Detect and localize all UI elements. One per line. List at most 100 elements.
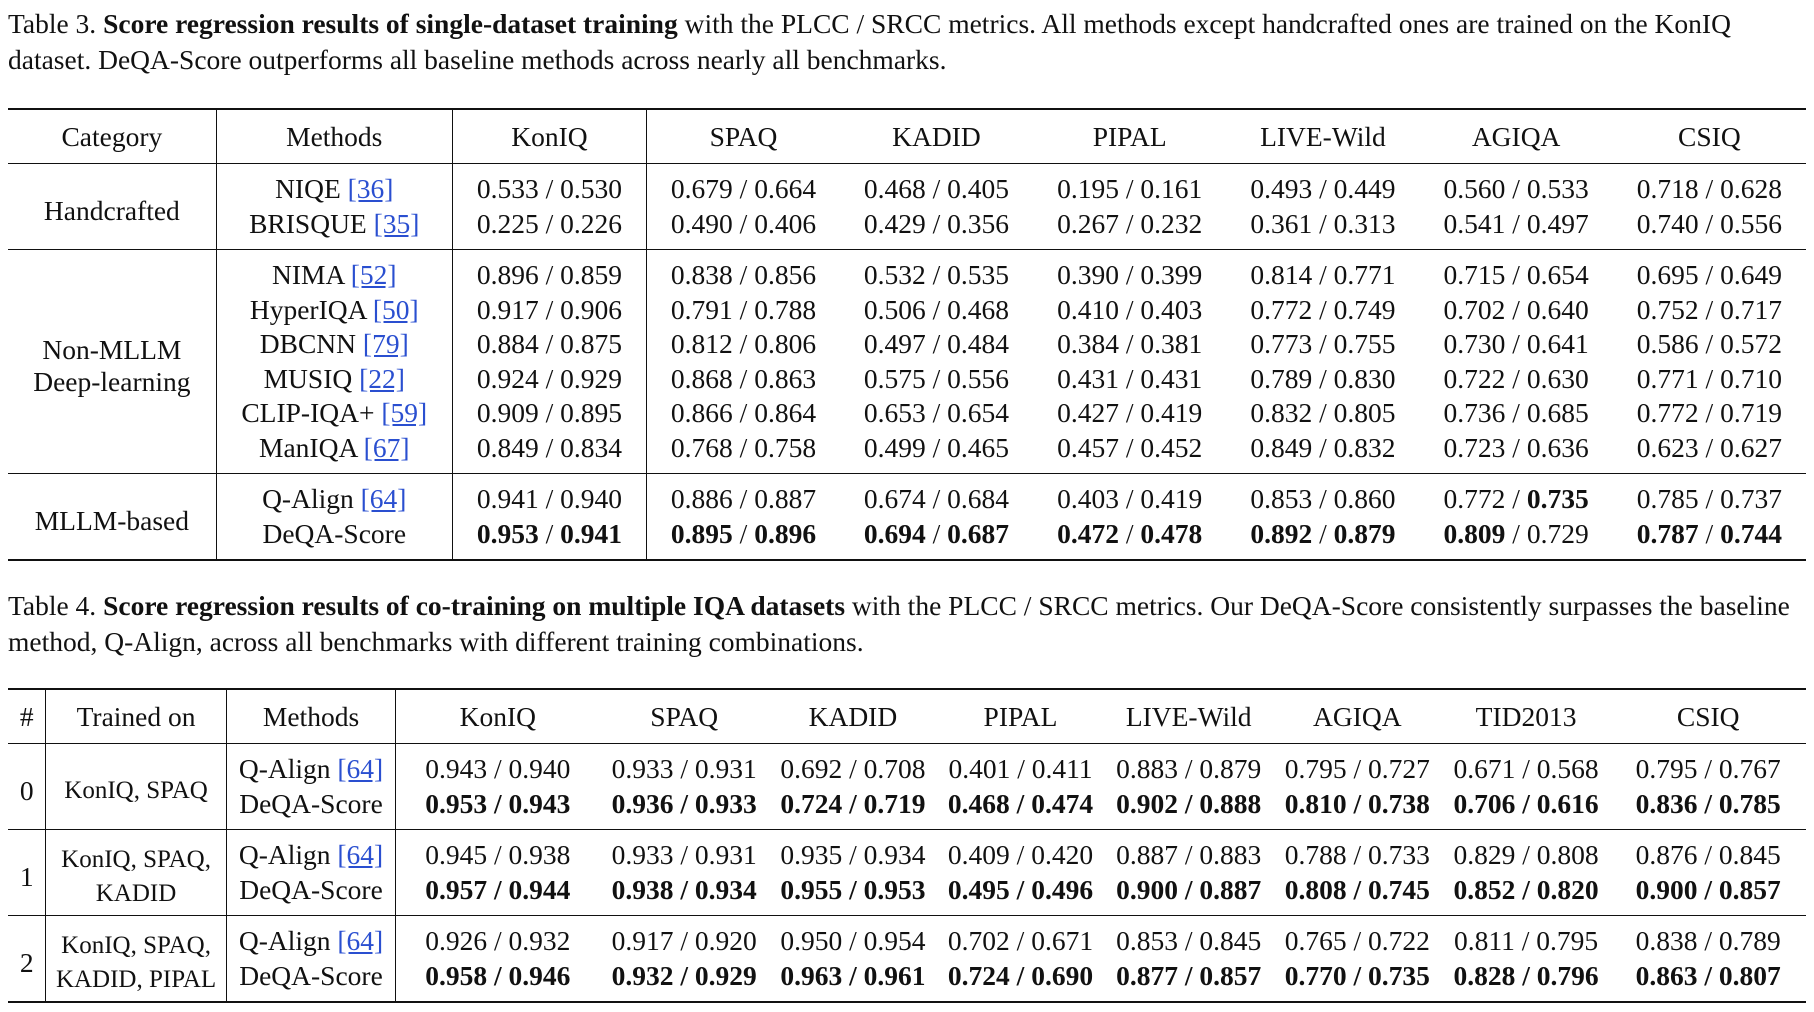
method-cell: BRISQUE [35]	[216, 206, 453, 250]
score-cell: 0.795 / 0.727	[1284, 753, 1430, 785]
citation-link[interactable]: [64]	[337, 753, 384, 785]
score-cell: 0.771 / 0.710	[1636, 362, 1782, 394]
table-row: 2 KonIQ, SPAQ, KADID, PIPAL Q-Align [64] 0.9…	[8, 915, 1806, 1002]
srcc-value: 0.420	[1031, 839, 1094, 871]
score-cell: 0.410 / 0.403	[1057, 293, 1203, 325]
srcc-value: 0.832	[1333, 431, 1396, 463]
srcc-value: 0.931	[694, 753, 757, 785]
plcc-value: 0.267	[1057, 207, 1119, 239]
method-cell: DeQA-Score	[226, 958, 397, 1002]
plcc-value: 0.497	[863, 328, 926, 360]
score-cell: 0.468 / 0.474	[947, 787, 1094, 819]
srcc-value: 0.381	[1140, 328, 1203, 360]
score-cell: 0.674 / 0.684	[863, 483, 1010, 515]
plcc-value: 0.499	[863, 431, 926, 463]
srcc-value: 0.685	[1526, 397, 1589, 429]
score-cell: 0.892 / 0.879	[1250, 517, 1396, 549]
score-cell: 0.868 / 0.863	[670, 362, 817, 394]
srcc-value: 0.356	[947, 207, 1010, 239]
method-cell: HyperIQA [50]	[216, 292, 453, 327]
citation-link[interactable]: [59]	[381, 397, 428, 429]
srcc-value: 0.932	[508, 925, 571, 957]
score-cell: 0.945 / 0.938	[425, 839, 571, 871]
plcc-value: 0.706	[1453, 787, 1516, 819]
score-cell: 0.917 / 0.906	[452, 292, 648, 327]
citation-link[interactable]: [35]	[373, 207, 420, 239]
plcc-value: 0.932	[611, 959, 674, 991]
plcc-value: 0.935	[780, 839, 843, 871]
plcc-value: 0.789	[1250, 362, 1313, 394]
plcc-value: 0.401	[948, 753, 1011, 785]
score-cell: 0.499 / 0.465	[863, 431, 1010, 463]
score-cell: 0.724 / 0.719	[780, 787, 926, 819]
citation-link[interactable]: [64]	[337, 839, 384, 871]
table4-header-row: # Trained on Methods KonIQ SPAQ KADID PIPAL LIV…	[8, 689, 1806, 744]
plcc-value: 0.812	[670, 328, 733, 360]
srcc-value: 0.735	[1368, 959, 1430, 991]
srcc-value: 0.859	[560, 259, 623, 291]
score-cell: 0.679 / 0.664	[670, 173, 817, 205]
method-name: Q-Align	[238, 753, 331, 785]
method-cell: Q-Align [64]	[226, 829, 397, 873]
score-cell: 0.863 / 0.807	[1635, 959, 1781, 991]
plcc-value: 0.694	[863, 517, 926, 549]
srcc-value: 0.953	[863, 873, 926, 905]
score-cell: 0.950 / 0.954	[780, 925, 926, 957]
plcc-value: 0.771	[1636, 362, 1699, 394]
plcc-value: 0.785	[1636, 483, 1699, 515]
plcc-value: 0.863	[1635, 959, 1698, 991]
column-header: PIPAL	[1092, 120, 1167, 152]
score-cell: 0.702 / 0.640	[1443, 293, 1589, 325]
srcc-value: 0.556	[947, 362, 1010, 394]
plcc-value: 0.730	[1443, 328, 1506, 360]
score-cell: 0.768 / 0.758	[670, 431, 817, 463]
citation-link[interactable]: [67]	[363, 431, 410, 463]
score-cell: 0.623 / 0.627	[1636, 431, 1782, 463]
column-header: LIVE-Wild	[1125, 700, 1252, 732]
citation-link[interactable]: [79]	[362, 328, 409, 360]
citation-link[interactable]: [50]	[372, 293, 419, 325]
citation-link[interactable]: [64]	[337, 925, 384, 957]
plcc-value: 0.718	[1636, 173, 1699, 205]
score-cell: 0.384 / 0.381	[1057, 328, 1203, 360]
table-row: DeQA-Score 0.958 / 0.946 0.932 / 0.929 0.96…	[8, 958, 1806, 1002]
score-cell: 0.788 / 0.733	[1284, 839, 1430, 871]
score-cell: 0.427 / 0.419	[1057, 397, 1203, 429]
citation-link[interactable]: [36]	[347, 173, 394, 205]
score-cell: 0.403 / 0.419	[1057, 483, 1203, 515]
plcc-value: 0.674	[863, 483, 926, 515]
plcc-value: 0.736	[1443, 397, 1506, 429]
score-cell: 0.468 / 0.405	[863, 173, 1010, 205]
citation-link[interactable]: [52]	[350, 259, 397, 291]
score-cell: 0.787 / 0.744	[1636, 517, 1782, 549]
column-header: KADID	[808, 700, 898, 732]
citation-link[interactable]: [22]	[359, 362, 405, 394]
score-cell: 0.653 / 0.654	[863, 397, 1010, 429]
plcc-value: 0.724	[947, 959, 1010, 991]
method-name: Q-Align	[262, 483, 354, 515]
table-row: 0 KonIQ, SPAQ Q-Align [64] 0.943 / 0.940 0.9…	[8, 743, 1806, 830]
plcc-value: 0.541	[1443, 207, 1506, 239]
table3: Category Methods KonIQ SPAQ KADID PIPAL LIVE-W…	[8, 108, 1806, 561]
srcc-value: 0.729	[1526, 517, 1589, 549]
score-cell: 0.692 / 0.708	[780, 753, 926, 785]
method-name: DeQA-Score	[262, 517, 407, 549]
trained-on-cell: KonIQ, SPAQ, KADID, PIPAL	[45, 915, 227, 1002]
score-cell: 0.963 / 0.961	[780, 959, 926, 991]
srcc-value: 0.530	[560, 173, 623, 205]
score-cell: 0.795 / 0.767	[1635, 753, 1781, 785]
srcc-value: 0.419	[1140, 483, 1203, 515]
plcc-value: 0.752	[1636, 293, 1699, 325]
srcc-value: 0.933	[694, 787, 757, 819]
score-cell: 0.740 / 0.556	[1636, 207, 1782, 239]
citation-link[interactable]: [64]	[360, 483, 407, 515]
plcc-value: 0.702	[947, 925, 1010, 957]
srcc-value: 0.879	[1333, 517, 1396, 549]
score-cell: 0.828 / 0.796	[1453, 959, 1599, 991]
srcc-value: 0.568	[1536, 753, 1599, 785]
score-cell: 0.829 / 0.808	[1453, 839, 1599, 871]
table4: # Trained on Methods KonIQ SPAQ KADID PIPAL LIV…	[8, 688, 1806, 1003]
table-row: 1 KonIQ, SPAQ, KADID Q-Align [64] 0.945 / 0.…	[8, 829, 1806, 916]
plcc-value: 0.943	[425, 753, 488, 785]
srcc-value: 0.411	[1031, 753, 1093, 785]
